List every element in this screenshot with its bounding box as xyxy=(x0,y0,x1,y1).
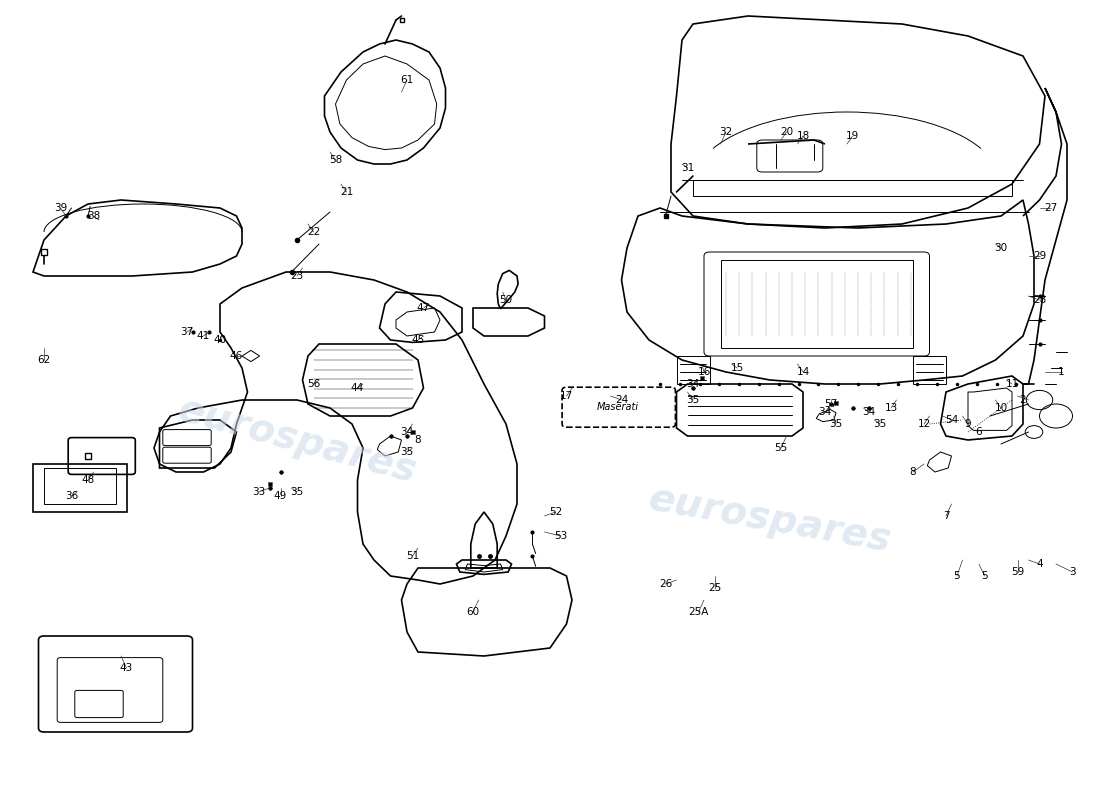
Text: 17: 17 xyxy=(560,391,573,401)
Text: 49: 49 xyxy=(274,491,287,501)
Text: 46: 46 xyxy=(230,351,243,361)
Text: 21: 21 xyxy=(340,187,353,197)
Text: 35: 35 xyxy=(290,487,304,497)
Text: 16: 16 xyxy=(697,367,711,377)
Text: 39: 39 xyxy=(54,203,67,213)
Text: 18: 18 xyxy=(796,131,810,141)
Text: 26: 26 xyxy=(659,579,672,589)
Text: 12: 12 xyxy=(917,419,931,429)
Text: 54: 54 xyxy=(945,415,958,425)
Text: 43: 43 xyxy=(120,663,133,673)
Text: 29: 29 xyxy=(1033,251,1046,261)
Text: 32: 32 xyxy=(719,127,733,137)
Text: 35: 35 xyxy=(686,395,700,405)
Text: 31: 31 xyxy=(681,163,694,173)
Text: 3: 3 xyxy=(1069,567,1076,577)
Text: 28: 28 xyxy=(1033,295,1046,305)
Text: 8: 8 xyxy=(415,435,421,445)
Text: 10: 10 xyxy=(994,403,1008,413)
Text: 37: 37 xyxy=(180,327,194,337)
Text: 13: 13 xyxy=(884,403,898,413)
Text: eurospares: eurospares xyxy=(174,390,420,490)
Text: 11: 11 xyxy=(1005,379,1019,389)
Text: 30: 30 xyxy=(994,243,1008,253)
Text: 19: 19 xyxy=(846,131,859,141)
Text: 14: 14 xyxy=(796,367,810,377)
Text: 7: 7 xyxy=(943,511,949,521)
Text: 34: 34 xyxy=(686,379,700,389)
Text: 34: 34 xyxy=(818,407,832,417)
Text: 25: 25 xyxy=(708,583,722,593)
Text: 62: 62 xyxy=(37,355,51,365)
Text: 51: 51 xyxy=(406,551,419,561)
Text: 24: 24 xyxy=(615,395,628,405)
Text: 35: 35 xyxy=(873,419,887,429)
Text: 15: 15 xyxy=(730,363,744,373)
Text: 22: 22 xyxy=(307,227,320,237)
Text: 36: 36 xyxy=(65,491,78,501)
Text: Maserati: Maserati xyxy=(597,402,639,412)
Text: 48: 48 xyxy=(81,475,95,485)
Text: 53: 53 xyxy=(554,531,568,541)
Text: 45: 45 xyxy=(411,335,425,345)
Text: 1: 1 xyxy=(1058,367,1065,377)
Text: 35: 35 xyxy=(400,447,414,457)
Text: 56: 56 xyxy=(307,379,320,389)
Text: 9: 9 xyxy=(965,419,971,429)
Text: 23: 23 xyxy=(290,271,304,281)
Text: 41: 41 xyxy=(197,331,210,341)
Text: 47: 47 xyxy=(417,303,430,313)
Text: 38: 38 xyxy=(87,211,100,221)
Text: 59: 59 xyxy=(1011,567,1024,577)
Text: 50: 50 xyxy=(499,295,513,305)
Text: eurospares: eurospares xyxy=(646,480,894,560)
Text: 34: 34 xyxy=(862,407,876,417)
Text: 35: 35 xyxy=(829,419,843,429)
Text: 5: 5 xyxy=(981,571,988,581)
Text: 33: 33 xyxy=(252,487,265,497)
Text: 60: 60 xyxy=(466,607,480,617)
Text: 6: 6 xyxy=(976,427,982,437)
Text: 8: 8 xyxy=(910,467,916,477)
Text: 52: 52 xyxy=(549,507,562,517)
Text: 20: 20 xyxy=(780,127,793,137)
Text: 34: 34 xyxy=(400,427,414,437)
Text: 61: 61 xyxy=(400,75,414,85)
Text: 25A: 25A xyxy=(689,607,708,617)
Text: 5: 5 xyxy=(954,571,960,581)
Text: 27: 27 xyxy=(1044,203,1057,213)
Text: 55: 55 xyxy=(774,443,788,453)
Text: 4: 4 xyxy=(1036,559,1043,569)
Text: 40: 40 xyxy=(213,335,227,345)
Text: 2: 2 xyxy=(1020,395,1026,405)
Text: 58: 58 xyxy=(329,155,342,165)
Text: 57: 57 xyxy=(824,399,837,409)
Text: 44: 44 xyxy=(351,383,364,393)
